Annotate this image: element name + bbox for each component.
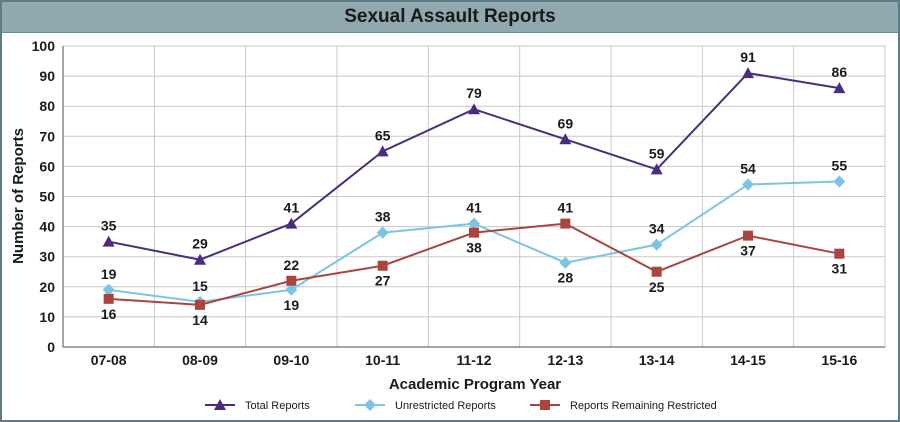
chart-title: Sexual Assault Reports [2,2,898,33]
x-tick-label: 13-14 [639,352,675,368]
legend-label: Reports Remaining Restricted [570,400,717,412]
data-label: 14 [192,312,208,328]
data-point [194,253,206,265]
series-lines [102,67,846,310]
axes: 0 10 20 30 40 50 60 70 80 90 100 07-08 08-09 09-10 10-… [32,38,885,368]
data-label: 41 [558,200,574,216]
y-tick-label: 40 [39,219,55,235]
x-tick-label: 08-09 [182,352,218,368]
data-label: 54 [740,160,756,176]
data-label: 29 [192,236,208,252]
data-point [468,217,480,230]
y-tick-label: 10 [39,309,55,325]
x-tick-label: 15-16 [821,352,857,368]
legend-item: Total Reports [205,399,310,412]
legend-marker [214,399,226,410]
data-label: 31 [832,261,848,277]
data-point [102,283,115,296]
data-label: 38 [375,209,391,225]
y-tick-label: 20 [39,279,55,295]
data-label: 41 [466,200,482,216]
x-axis-title: Academic Program Year [389,376,561,393]
data-point [286,275,297,286]
y-tick-label: 100 [32,38,56,54]
data-label: 28 [558,270,574,286]
data-point [103,293,114,304]
data-label: 37 [740,243,756,259]
data-point [560,218,571,229]
data-label: 55 [832,157,848,173]
legend-item: Reports Remaining Restricted [530,400,717,412]
y-tick-label: 30 [39,249,55,265]
data-label: 41 [284,200,300,216]
x-tick-label: 09-10 [273,352,309,368]
data-label: 69 [558,115,574,131]
data-point [742,67,754,79]
data-point [742,178,754,191]
data-point [559,133,572,145]
data-point [376,145,389,157]
x-tick-label: 14-15 [730,352,766,368]
data-label: 19 [284,297,300,313]
data-point [285,283,298,296]
data-label: 19 [101,266,117,282]
data-point [376,226,389,239]
data-label: 16 [101,306,117,322]
data-label: 22 [284,257,300,273]
data-point [559,256,572,269]
legend-marker [364,399,376,411]
data-point [285,217,298,229]
x-tick-label: 11-12 [456,352,491,368]
data-point [650,163,663,175]
data-point [102,235,115,247]
y-axis-title: Number of Reports [10,128,27,264]
legend-label: Total Reports [245,400,310,412]
data-point [743,230,753,241]
data-point [195,299,205,310]
x-tick-label: 10-11 [365,352,400,368]
data-point [650,238,663,251]
x-tick-label: 07-08 [91,352,127,368]
data-point [468,103,480,115]
data-label: 38 [466,240,482,256]
legend-label: Unrestricted Reports [395,400,496,412]
y-tick-label: 70 [39,128,55,144]
data-label: 86 [832,64,848,80]
data-label: 59 [649,145,665,161]
y-tick-label: 0 [47,339,55,355]
data-point [834,248,845,259]
data-point [833,82,846,94]
data-label: 15 [192,278,208,294]
legend-item: Unrestricted Reports [355,399,496,412]
data-point [377,260,388,271]
data-label: 27 [375,273,391,289]
data-point [833,175,846,188]
data-label: 25 [649,279,665,295]
data-labels: 35 29 41 65 79 69 59 91 86 19 15 19 38 41 28 34 54 55 16 14… [101,49,847,328]
data-point [469,227,479,238]
y-tick-label: 90 [39,68,55,84]
y-tick-label: 80 [39,98,55,114]
data-label: 35 [101,218,117,234]
data-point [651,266,662,277]
y-tick-label: 50 [39,189,55,205]
legend: Total Reports Unrestricted Reports Reports… [205,399,717,412]
data-label: 91 [740,49,756,65]
data-label: 65 [375,127,391,143]
data-label: 34 [649,221,665,237]
data-label: 79 [466,85,482,101]
y-tick-label: 60 [39,158,55,174]
legend-marker [540,400,550,410]
x-tick-label: 12-13 [547,352,583,368]
